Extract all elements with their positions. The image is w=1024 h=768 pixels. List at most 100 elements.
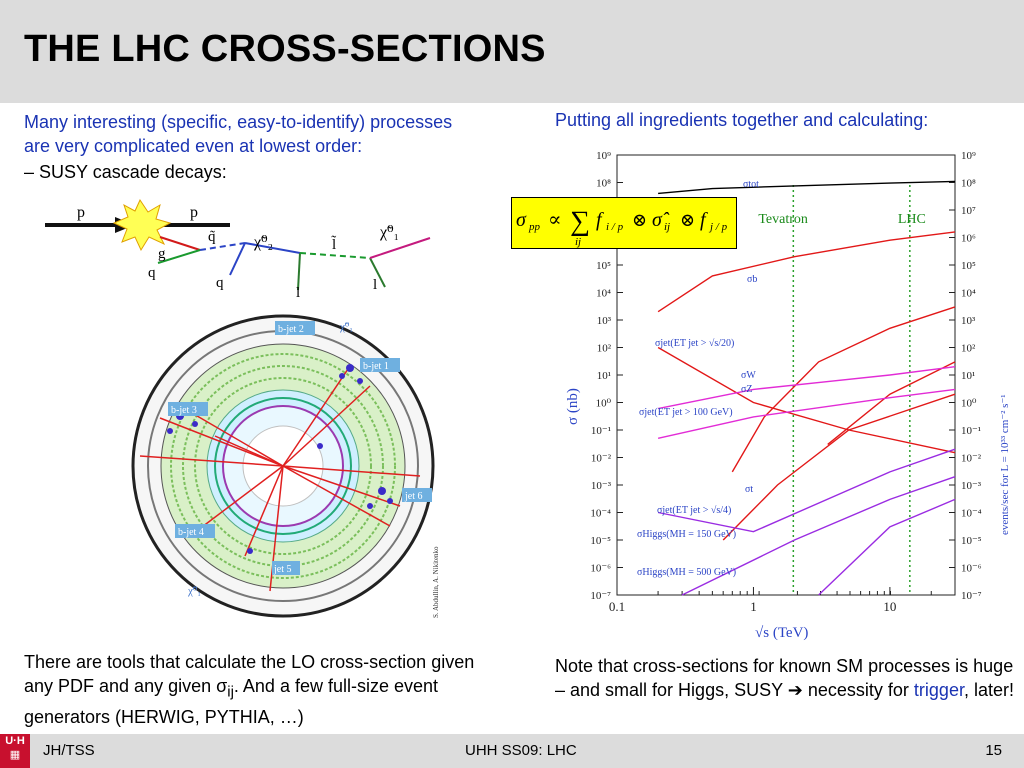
title-bar: THE LHC CROSS-SECTIONS [0,0,1024,103]
series-curve [657,448,956,533]
y-tick-label-right: 10⁻⁶ [961,563,982,575]
y-tick-label-left: 10² [597,343,612,355]
trigger-link[interactable]: trigger [913,680,964,700]
y-axis-label-left: σ (nb) [565,388,581,425]
formula-otimes-1: ⊗ [632,210,647,230]
quark-label-1: q [148,265,156,281]
left-bottom-part-a: There are tools that calculate the LO cr… [24,652,475,696]
left-intro-line-1: Many interesting (specific, easy-to-iden… [24,112,453,132]
series-label: σZ [741,384,753,395]
series-label: σjet(ET jet > 100 GeV) [639,407,733,418]
page-title: THE LHC CROSS-SECTIONS [24,28,546,70]
y-tick-label-left: 10¹ [597,370,611,382]
formula-sigma: σ [516,209,527,231]
y-tick-label-right: 10⁵ [961,260,976,272]
series-curve [657,346,956,454]
y-tick-label-left: 10⁻⁴ [590,508,611,520]
proton-right-label: p [190,204,198,221]
cross-section-formula: σ pp ∝ ∑ ij f i / p ⊗ σ̂ ij ⊗ f j / p [511,197,737,249]
formula-f1: f [596,209,604,231]
x-tick-label: 0.1 [609,599,625,614]
collider-marker-label: LHC [898,212,926,227]
series-curve [657,231,956,313]
y-tick-label-left: 10⁵ [596,260,611,272]
collision-burst-icon [112,198,172,252]
series-label: σjet(ET jet > √s/20) [655,338,734,349]
event-label-b-jet-3: b-jet 3 [171,405,197,416]
event-label-b-jet-2: b-jet 2 [278,324,304,335]
left-bottom-part-b: . And a few full-size event generators (… [24,676,439,727]
event-label-jet-6: jet 6 [404,491,423,502]
series-curve [722,393,956,541]
quark-label-2: q [216,275,224,291]
series-curve [827,361,956,445]
series-label: σW [741,370,756,381]
series-curve [657,388,956,439]
y-tick-label-left: 10⁴ [596,288,611,300]
series-label: σb [747,274,757,285]
event-label-b-jet-4: b-jet 4 [178,527,204,538]
y-tick-label-right: 10⁹ [961,150,976,162]
left-bottom-sub: ij [227,683,234,701]
formula-f2: f [700,209,708,231]
y-tick-label-right: 10⁻⁷ [961,590,982,602]
formula-sum-sub: ij [575,236,581,248]
y-tick-label-left: 10³ [597,315,612,327]
event-display: b-jet 2 b-jet 1 b-jet 3 jet 6 b-jet 4 je… [120,306,446,626]
series-curve [818,498,956,596]
footer-course: UHH SS09: LHC [465,742,577,759]
cross-section-chart: 10⁹10⁹10⁸10⁸10⁷10⁷10⁶10⁶10⁵10⁵10⁴10⁴10³1… [565,150,1011,641]
series-curve [681,476,956,596]
y-tick-label-right: 10⁶ [961,233,976,245]
left-bottom-text: There are tools that calculate the LO cr… [24,650,494,729]
series-label: σt [745,484,753,495]
neutralino2-label: χ̃⁰₂ [253,234,273,251]
proton-left-label: p [77,204,85,221]
y-tick-label-left: 10⁹ [596,150,611,162]
event-credit: S. Abdullin, A. Nikitenko [432,546,440,618]
y-tick-label-right: 10¹ [961,370,975,382]
footer-author: JH/TSS [43,742,95,759]
x-axis-label: √s (TeV) [755,625,808,641]
y-tick-label-left: 10⁻³ [591,480,612,492]
series-label: σtot [743,179,759,190]
slepton-label: l̃ [331,235,336,253]
series-curve [657,366,956,410]
formula-otimes-2: ⊗ [680,210,695,230]
right-bottom-text: Note that cross-sections for known SM pr… [555,654,1015,702]
left-intro-line-2: are very complicated even at lowest orde… [24,136,363,156]
y-tick-label-right: 10³ [961,315,976,327]
y-tick-label-right: 10⁰ [961,398,977,410]
footer: U·H ▦ JH/TSS UHH SS09: LHC 15 [0,734,1024,768]
y-tick-label-left: 10⁻² [591,453,612,465]
y-tick-label-right: 10⁸ [961,178,976,190]
y-tick-label-left: 10⁻⁵ [590,535,611,547]
event-label-jet-5: jet 5 [273,564,292,575]
y-tick-label-right: 10⁻⁴ [961,508,982,520]
y-tick-label-right: 10⁴ [961,288,976,300]
left-intro-text: Many interesting (specific, easy-to-iden… [24,110,514,158]
y-axis-label-right: events/sec for L = 10³³ cm⁻² s⁻¹ [999,394,1011,535]
formula-prop: ∝ [548,209,562,231]
y-tick-label-right: 10⁻³ [961,480,982,492]
svg-text:σ: σ [516,209,527,231]
right-bottom-part-b: necessity for [802,680,914,700]
series-label: σHiggs(MH = 500 GeV) [637,567,736,578]
formula-sum: ∑ [570,206,590,237]
event-label-b-jet-1: b-jet 1 [363,361,389,372]
lepton-label-2: l [373,277,377,293]
formula-f2-sub: j / p [708,221,728,233]
right-intro-text: Putting all ingredients together and cal… [555,110,929,130]
y-tick-label-right: 10² [961,343,976,355]
y-tick-label-left: 10⁰ [596,398,612,410]
y-tick-label-left: 10⁸ [596,178,611,190]
right-bottom-part-a: Note that cross-sections for known SM pr… [555,656,1014,700]
squark-label: q̃ [208,229,216,245]
lepton-label-1: l [296,285,300,300]
susy-bullet: – SUSY cascade decays: [24,162,227,182]
series-curve [658,180,956,195]
event-label-neutralino-a: χ̃⁰₁ [339,321,353,333]
formula-sigma-hat-sub: ij [664,221,670,233]
y-tick-label-left: 10⁻⁷ [590,590,611,602]
series-label: σHiggs(MH = 150 GeV) [637,529,736,540]
